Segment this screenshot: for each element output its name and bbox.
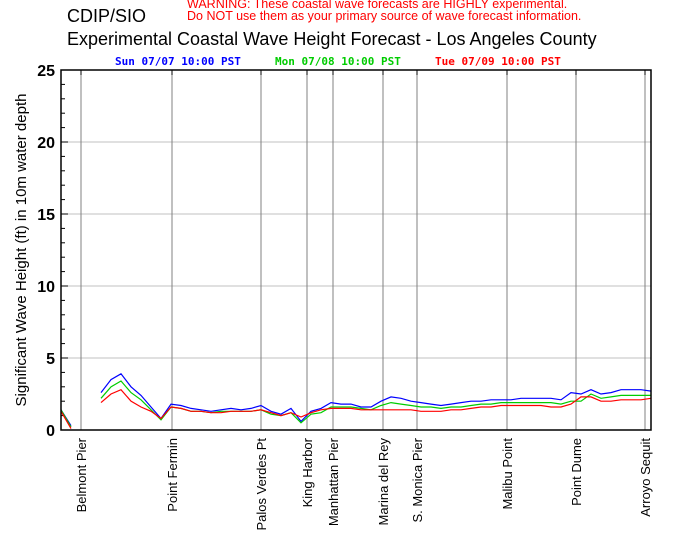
y-tick-label: 20	[37, 135, 55, 152]
warning-text: WARNING: These coastal wave forecasts ar…	[187, 0, 581, 22]
legend-series-1: Sun 07/07 10:00 PST	[115, 55, 241, 68]
station-label: Point Dume	[569, 438, 584, 506]
station-label: Point Fermin	[165, 438, 180, 512]
legend-series-3: Tue 07/09 10:00 PST	[435, 55, 561, 68]
station-label: S. Monica Pier	[410, 437, 425, 522]
series-line-1	[60, 373, 652, 427]
y-tick-label: 15	[37, 207, 55, 224]
y-tick-label: 5	[46, 351, 55, 368]
chart-title: Experimental Coastal Wave Height Forecas…	[67, 29, 597, 49]
y-axis-label: Significant Wave Height (ft) in 10m wate…	[13, 94, 30, 407]
station-label: Marina del Rey	[376, 438, 391, 526]
warning-line-2: Do NOT use them as your primary source o…	[187, 9, 582, 23]
y-tick-label: 10	[37, 279, 55, 296]
station-label: King Harbor	[300, 437, 315, 507]
warning-line-1: WARNING: These coastal wave forecasts ar…	[187, 0, 568, 11]
plot-frame	[60, 69, 652, 431]
organization-label: CDIP/SIO	[67, 6, 147, 26]
y-tick-label: 25	[37, 63, 55, 80]
station-label: Palos Verdes Pt	[254, 438, 269, 531]
station-label: Manhattan Pier	[326, 437, 341, 526]
legend-series-2: Mon 07/08 10:00 PST	[275, 55, 401, 68]
y-tick-label: 0	[46, 423, 55, 440]
station-label: Arroyo Sequit	[638, 438, 653, 517]
station-label: Malibu Point	[500, 438, 515, 510]
station-label: Belmont Pier	[74, 437, 89, 512]
series-line-3	[60, 388, 652, 429]
series-line-2	[60, 380, 651, 428]
